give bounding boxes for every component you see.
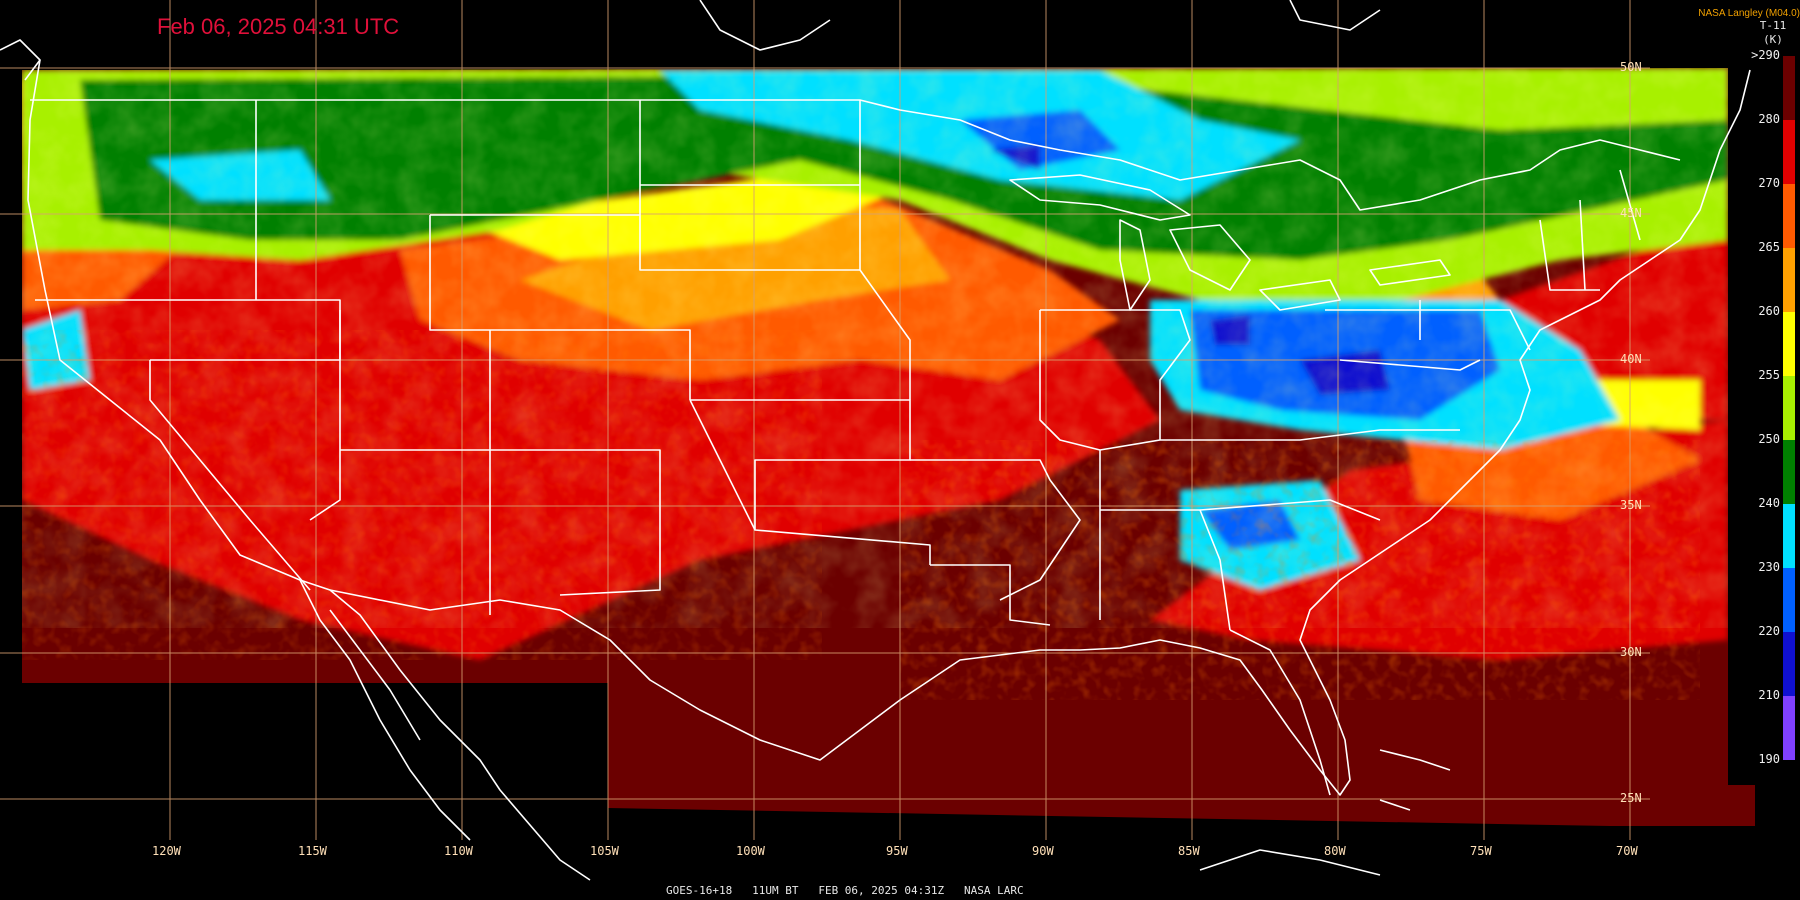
colorbar-swatch [1783,248,1795,312]
colorbar-tick: 260 [1758,304,1780,318]
longitude-label: 105W [590,844,619,858]
longitude-label: 115W [298,844,327,858]
colorbar-swatch [1783,440,1795,504]
latitude-label: 35N [1620,498,1642,512]
colorbar-unit: (K) [1763,33,1783,46]
colorbar-tick: 240 [1758,496,1780,510]
latitude-label: 45N [1620,206,1642,220]
longitude-label: 90W [1032,844,1054,858]
latitude-label: 30N [1620,645,1642,659]
colorbar-swatch [1783,568,1795,632]
colorbar-swatch [1783,120,1795,184]
colorbar-swatch [1783,632,1795,696]
brand-label: NASA Langley (M04.0) [1698,8,1800,19]
longitude-label: 100W [736,844,765,858]
colorbar-tick: 280 [1758,112,1780,126]
colorbar-tick: 255 [1758,368,1780,382]
latitude-label: 50N [1620,60,1642,74]
longitude-label: 80W [1324,844,1346,858]
latitude-label: 40N [1620,352,1642,366]
colorbar-swatch [1783,696,1795,760]
colorbar-tick: 210 [1758,688,1780,702]
colorbar-tick: 220 [1758,624,1780,638]
footer-caption: GOES-16+18 11UM BT FEB 06, 2025 04:31Z N… [666,884,1024,897]
colorbar-tick: 190 [1758,752,1780,766]
colorbar-swatch [1783,504,1795,568]
longitude-label: 85W [1178,844,1200,858]
colorbar-swatch [1783,184,1795,248]
colorbar-swatch [1783,56,1795,120]
timestamp-label: Feb 06, 2025 04:31 UTC [157,14,400,39]
coastlines-and-borders [0,0,1751,881]
latitude-label: 25N [1620,791,1642,805]
longitude-label: 70W [1616,844,1638,858]
colorbar-title: T-11 [1759,19,1787,32]
longitude-label: 75W [1470,844,1492,858]
longitude-label: 110W [444,844,473,858]
colorbar-tick: 250 [1758,432,1780,446]
colorbar-swatch [1783,376,1795,440]
colorbar-gradient [1783,56,1795,760]
colorbar-tick: 265 [1758,240,1780,254]
colorbar-tick: >290 [1751,48,1780,62]
colorbar-tick: 230 [1758,560,1780,574]
longitude-label: 120W [152,844,181,858]
longitude-label: 95W [886,844,908,858]
colorbar-swatch [1783,312,1795,376]
colorbar-tick: 270 [1758,176,1780,190]
